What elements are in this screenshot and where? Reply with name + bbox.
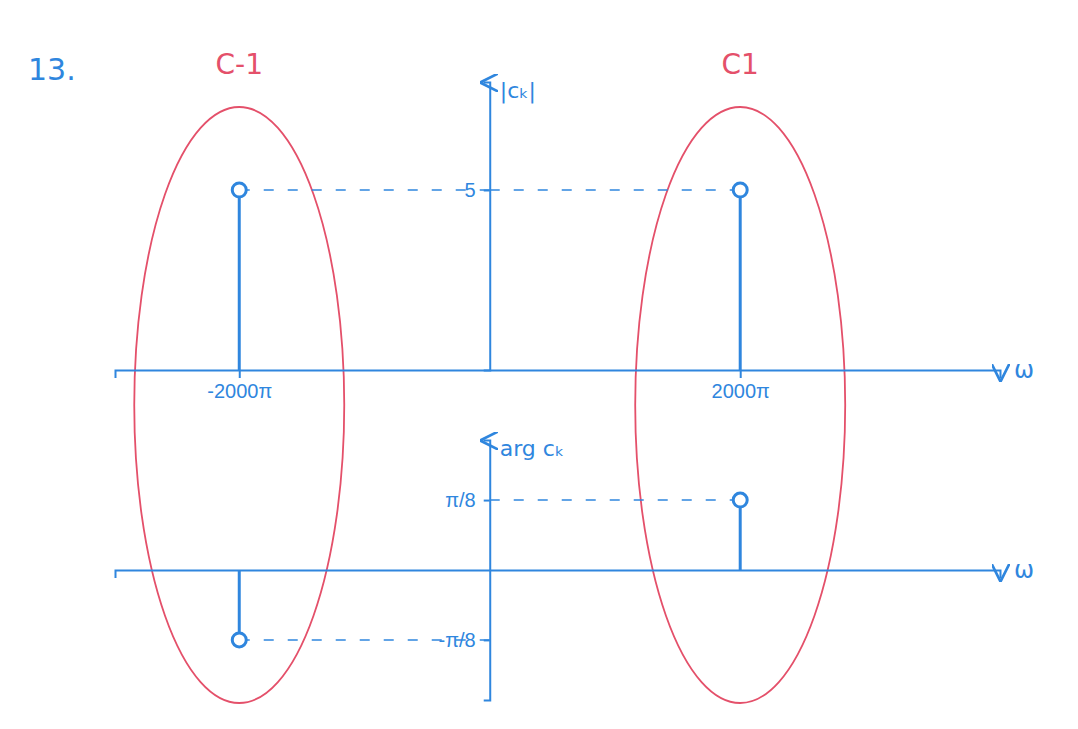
y-axis-line [484,83,491,371]
annotation-label: C1 [722,48,759,81]
plot-area [232,183,747,370]
x-tick-label: -2000π [207,380,272,402]
y-tick: π/8 [445,489,489,511]
y-tick-mark [484,500,490,502]
y-tick-label: π/8 [445,489,475,511]
stem-marker [733,183,747,197]
stem [238,570,241,640]
x-tick-mark [239,370,241,378]
stem-marker [232,183,246,197]
annotation-ellipse [134,107,344,703]
y-axis: 5 [465,83,491,371]
y-axis: -π/8π/8 [439,441,491,701]
x-axis [116,571,1001,579]
y-axis-line [484,441,491,701]
y-axis-title: |cₖ| [500,78,536,104]
y-axis-title: arg cₖ [500,436,565,461]
stem [739,500,742,570]
x-tick: 2000π [712,370,770,402]
x-axis: -2000π 2000π [116,370,1001,402]
guide-line [239,189,489,191]
stem-marker [232,633,246,647]
x-tick-label: 2000π [712,380,770,402]
y-tick-label: 5 [465,179,476,201]
annotation-label: C-1 [216,48,263,81]
annotation-ellipse [635,107,845,703]
chart-title: 13. [28,52,76,87]
guide-line [490,189,740,191]
x-axis-line [116,571,1001,579]
x-axis-title: ω [1014,356,1034,384]
stem [739,190,742,370]
chart-canvas: -2000π 2000π 5 |cₖ| ω 13. C-1 C1 -π/8π/8 arg cₖ ω [0,0,1078,729]
stem [238,190,241,370]
guide-line [239,639,489,641]
plot-area [232,493,747,647]
x-axis-title: ω [1014,556,1034,584]
x-tick-mark [740,370,742,378]
x-axis-line [116,371,1001,379]
stem-marker [733,493,747,507]
x-tick: -2000π [207,370,272,402]
guide-line [490,499,740,501]
